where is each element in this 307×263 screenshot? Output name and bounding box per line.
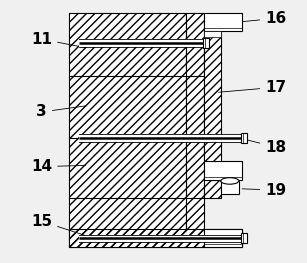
Bar	[79, 235, 241, 242]
Bar	[241, 233, 247, 243]
Bar	[204, 13, 242, 31]
Bar	[69, 13, 186, 247]
Bar	[186, 13, 204, 247]
Text: 3: 3	[36, 104, 86, 119]
Bar	[204, 31, 221, 37]
Bar	[204, 31, 221, 163]
Text: 16: 16	[239, 11, 286, 26]
Bar	[69, 229, 242, 247]
Bar	[69, 13, 186, 247]
Bar	[241, 133, 247, 143]
Bar	[69, 229, 242, 247]
Bar	[221, 181, 239, 194]
Bar	[204, 161, 242, 180]
Text: 19: 19	[242, 183, 286, 198]
Text: 15: 15	[31, 214, 91, 237]
Bar	[204, 229, 242, 247]
Bar	[204, 180, 221, 198]
Text: 18: 18	[242, 139, 286, 155]
Text: 14: 14	[31, 159, 86, 174]
Bar	[79, 134, 241, 142]
Bar	[186, 13, 204, 247]
Bar	[204, 180, 221, 198]
Text: 17: 17	[219, 80, 286, 95]
Bar	[204, 31, 221, 163]
Ellipse shape	[221, 178, 239, 184]
Bar	[79, 39, 203, 47]
Bar	[203, 38, 209, 48]
Text: 11: 11	[31, 32, 86, 48]
